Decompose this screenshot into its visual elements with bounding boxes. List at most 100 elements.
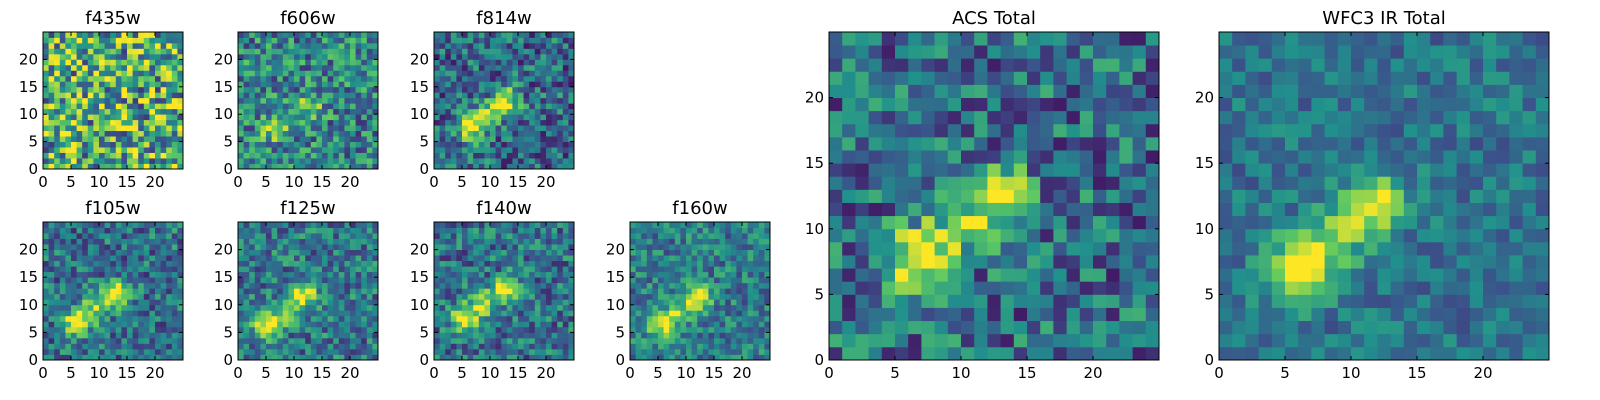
heatmap-cell <box>635 260 642 267</box>
heatmap-cell <box>87 321 94 328</box>
heatmap-cell <box>260 37 267 44</box>
heatmap-cell <box>1093 228 1107 243</box>
heatmap-cell <box>725 238 732 245</box>
heatmap-cell <box>467 163 474 170</box>
heatmap-cell <box>110 244 117 250</box>
heatmap-cell <box>310 222 317 228</box>
heatmap-cell <box>934 189 949 203</box>
heatmap-cell <box>753 266 760 273</box>
heatmap-cell <box>166 255 173 262</box>
heatmap-cell <box>484 86 491 93</box>
heatmap-cell <box>546 255 552 262</box>
heatmap-cell <box>48 37 55 44</box>
heatmap-cell <box>462 337 468 344</box>
heatmap-cell <box>322 337 328 344</box>
heatmap-cell <box>294 64 300 71</box>
heatmap-cell <box>82 332 89 339</box>
heatmap-cell <box>149 42 156 49</box>
heatmap-cell <box>76 81 83 88</box>
heatmap-cell <box>288 238 295 245</box>
heatmap-cell <box>238 92 244 99</box>
heatmap-cell <box>160 103 167 110</box>
heatmap-cell <box>344 130 351 137</box>
heatmap-cell <box>708 260 715 267</box>
heatmap-cell <box>674 233 681 239</box>
heatmap-cell <box>540 282 547 289</box>
heatmap-cell <box>338 260 345 267</box>
heatmap-cell <box>490 348 496 355</box>
heatmap-cell <box>327 238 334 245</box>
heatmap-cell <box>529 326 536 333</box>
heatmap-cell <box>646 288 653 295</box>
heatmap-cell <box>434 282 440 289</box>
heatmap-cell <box>478 103 485 110</box>
heatmap-cell <box>254 48 261 55</box>
heatmap-cell <box>361 337 368 344</box>
heatmap-cell <box>138 260 145 267</box>
heatmap-cell <box>540 97 547 104</box>
heatmap-cell <box>54 260 61 267</box>
heatmap-cell <box>249 37 256 44</box>
heatmap-cell <box>160 163 167 170</box>
heatmap-cell <box>730 332 737 339</box>
heatmap-cell <box>166 249 173 256</box>
heatmap-cell <box>87 249 94 256</box>
heatmap-cell <box>266 354 272 361</box>
heatmap-cell <box>87 332 94 339</box>
x-tick-label: 10 <box>480 364 499 382</box>
heatmap-cell <box>155 70 161 77</box>
heatmap-cell <box>512 59 519 66</box>
heatmap-cell <box>478 48 485 55</box>
heatmap-cell <box>495 348 502 355</box>
heatmap-cell <box>143 260 150 267</box>
heatmap-cell <box>546 337 552 344</box>
heatmap-cell <box>1040 294 1054 308</box>
heatmap-cell <box>177 348 184 355</box>
heatmap-cell <box>523 125 530 132</box>
heatmap-cell <box>495 81 502 88</box>
heatmap-cell <box>327 233 334 239</box>
heatmap-cell <box>540 42 547 49</box>
heatmap-cell <box>277 86 284 93</box>
heatmap-cell <box>445 222 452 228</box>
heatmap-cell <box>361 158 368 164</box>
heatmap-cell <box>344 343 351 350</box>
heatmap-cell <box>149 125 156 132</box>
heatmap-cell <box>691 249 698 256</box>
heatmap-cell <box>294 86 300 93</box>
heatmap-cell <box>686 260 692 267</box>
heatmap-cell <box>450 244 457 250</box>
heatmap-cell <box>355 310 362 317</box>
heatmap-cell <box>450 326 457 333</box>
heatmap-cell <box>333 158 340 164</box>
heatmap-cell <box>299 119 306 126</box>
heatmap-cell <box>166 103 173 110</box>
heatmap-cell <box>166 86 173 93</box>
heatmap-cell <box>842 215 856 230</box>
heatmap-cell <box>719 271 726 278</box>
heatmap-cell <box>473 310 480 317</box>
heatmap-cell <box>65 233 72 239</box>
heatmap-cell <box>299 130 306 137</box>
heatmap-cell <box>764 354 771 361</box>
heatmap-cell <box>450 103 457 110</box>
heatmap-cell <box>372 163 379 170</box>
x-tick-label: 0 <box>625 364 635 382</box>
heatmap-cell <box>266 64 272 71</box>
heatmap-cell <box>467 70 474 77</box>
heatmap-cell <box>473 222 480 228</box>
heatmap-cell <box>758 249 765 256</box>
heatmap-cell <box>467 310 474 317</box>
heatmap-cell <box>104 354 111 361</box>
heatmap-cell <box>115 75 122 82</box>
heatmap-cell <box>753 244 760 250</box>
heatmap-cell <box>895 333 909 348</box>
heatmap-cell <box>372 299 379 306</box>
heatmap-cell <box>333 277 340 284</box>
heatmap-cell <box>177 75 184 82</box>
heatmap-cell <box>171 348 178 355</box>
heatmap-cell <box>742 238 748 245</box>
heatmap-cell <box>87 315 94 322</box>
heatmap-cell <box>294 249 300 256</box>
heatmap-cell <box>249 299 256 306</box>
